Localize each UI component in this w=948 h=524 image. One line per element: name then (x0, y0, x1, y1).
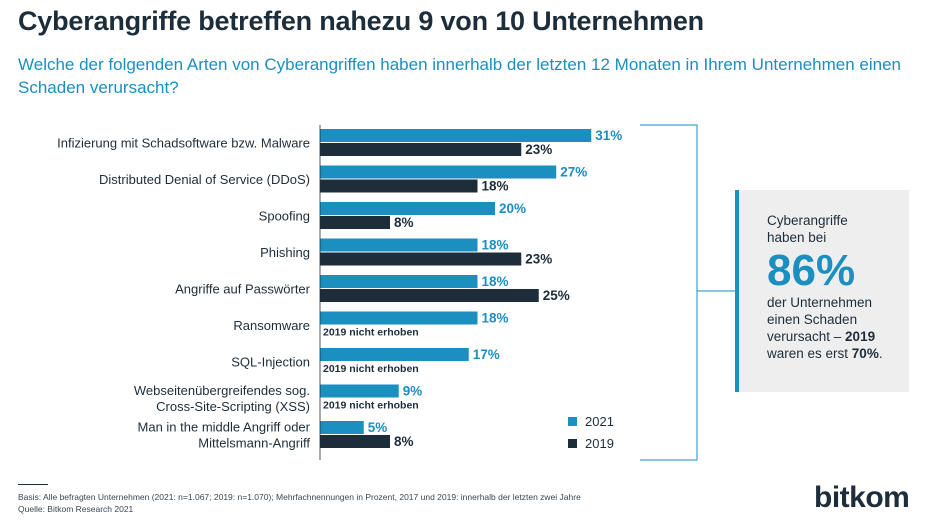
category-label: Webseitenübergreifendes sog. (134, 383, 310, 398)
data-label-2021: 17% (473, 347, 500, 362)
data-label-2019: 25% (543, 288, 570, 303)
legend-swatch-2019 (568, 438, 577, 448)
bitkom-logo: bitkom (814, 481, 910, 514)
summary-line: Cyberangriffe (767, 213, 848, 228)
bar-2021 (320, 311, 478, 325)
category-label: Distributed Denial of Service (DDoS) (99, 172, 310, 187)
bar-2019 (320, 252, 522, 266)
bar-2019 (320, 216, 390, 229)
footer: Basis: Alle befragten Unternehmen (2021:… (18, 491, 581, 515)
category-label: Infizierung mit Schadsoftware bzw. Malwa… (57, 136, 310, 151)
footer-basis: Basis: Alle befragten Unternehmen (2021:… (18, 492, 581, 502)
data-label-2019: 23% (525, 142, 552, 157)
summary-text: verursacht – (767, 329, 846, 344)
footer-source: Quelle: Bitkom Research 2021 (18, 504, 134, 514)
legend-label-2021: 2021 (585, 413, 614, 429)
bar-2021 (320, 275, 478, 288)
legend: 2021 2019 (568, 410, 614, 454)
data-label-2019: 8% (394, 434, 414, 449)
data-label-2021: 9% (403, 384, 423, 399)
missing-2019-label: 2019 nicht erhoben (323, 400, 419, 412)
summary-box: Cyberangriffe haben bei 86% der Unterneh… (735, 190, 909, 392)
bar-2019 (320, 143, 522, 156)
data-label-2021: 20% (499, 201, 526, 216)
bar-2019 (320, 435, 390, 448)
data-label-2021: 27% (560, 165, 587, 180)
chart-title: Cyberangriffe betreffen nahezu 9 von 10 … (18, 6, 704, 36)
category-label: Cross-Site-Scripting (XSS) (156, 399, 310, 414)
summary-prev-value: 70% (851, 346, 879, 361)
missing-2019-label: 2019 nicht erhoben (323, 363, 419, 375)
data-label-2021: 18% (482, 238, 509, 253)
summary-line: der Unternehmen (767, 295, 873, 310)
legend-item-2019: 2019 (568, 432, 614, 454)
category-label: SQL-Injection (231, 355, 310, 370)
bar-2021 (320, 202, 495, 215)
summary-bracket (640, 124, 698, 461)
category-label: Mittelsmann-Angriff (198, 436, 310, 451)
summary-value: 86% (767, 246, 856, 295)
summary-line: einen Schaden (767, 312, 858, 327)
bar-2021 (320, 238, 478, 252)
category-label: Man in the middle Angriff oder (138, 420, 311, 435)
summary-line: waren es erst 70%. (767, 345, 897, 362)
chart-subtitle: Welche der folgenden Arten von Cyberangr… (18, 55, 902, 97)
summary-text: . (878, 346, 883, 361)
bar-2019 (320, 179, 478, 193)
data-label-2019: 23% (525, 252, 552, 267)
summary-text: waren es erst (767, 346, 852, 361)
data-label-2021: 18% (482, 311, 509, 326)
bar-2021 (320, 348, 469, 361)
data-label-2019: 18% (482, 179, 509, 194)
category-label: Phishing (260, 245, 310, 260)
bar-2021 (320, 129, 592, 142)
legend-item-2021: 2021 (568, 410, 614, 432)
data-label-2021: 18% (482, 274, 509, 289)
data-label-2019: 8% (394, 215, 414, 230)
bar-2021 (320, 421, 364, 434)
missing-2019-label: 2019 nicht erhoben (323, 327, 419, 339)
category-label: Ransomware (233, 318, 310, 333)
bar-2021 (320, 384, 399, 398)
summary-line: verursacht – 2019 (767, 328, 897, 345)
category-label: Angriffe auf Passwörter (175, 282, 311, 297)
legend-label-2019: 2019 (585, 435, 614, 451)
legend-swatch-2021 (568, 416, 577, 426)
summary-line: haben bei (767, 230, 827, 245)
bar-2021 (320, 165, 557, 179)
data-label-2021: 5% (368, 420, 388, 435)
data-label-2021: 31% (595, 128, 622, 143)
bar-2019 (320, 289, 539, 302)
footer-divider (18, 484, 48, 485)
category-label: Spoofing (259, 209, 310, 224)
summary-year: 2019 (845, 329, 876, 344)
